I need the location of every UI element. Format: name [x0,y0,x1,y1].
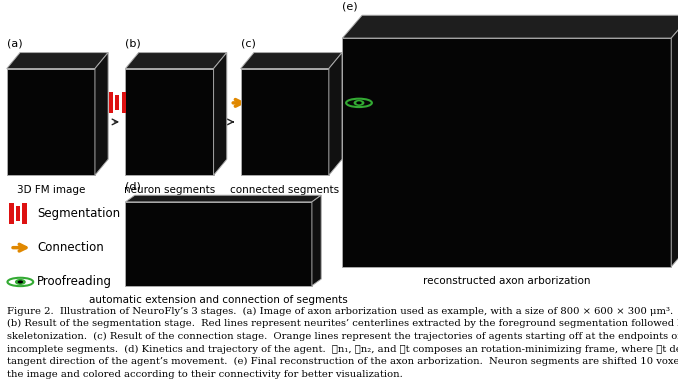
Text: connected segments: connected segments [231,185,339,195]
Text: incomplete segments.  (d) Kinetics and trajectory of the agent.  ⃗n₁, ⃗n₂, and ⃗: incomplete segments. (d) Kinetics and tr… [7,344,678,354]
Text: (e): (e) [342,2,358,11]
Text: neuron segments: neuron segments [124,185,215,195]
Text: automatic extension and connection of segments: automatic extension and connection of se… [89,295,348,305]
Text: (d): (d) [125,181,141,191]
Text: reconstructed axon arborization: reconstructed axon arborization [423,276,591,286]
Text: tangent direction of the agent’s movement.  (e) Final reconstruction of the axon: tangent direction of the agent’s movemen… [7,357,678,366]
Text: Connection: Connection [37,241,104,254]
Text: Figure 2.  Illustration of NeuroFly’s 3 stages.  (a) Image of axon arborization : Figure 2. Illustration of NeuroFly’s 3 s… [7,307,673,316]
Text: (b): (b) [125,39,141,49]
Text: (a): (a) [7,39,22,49]
Text: (b) Result of the segmentation stage.  Red lines represent neurites’ centerlines: (b) Result of the segmentation stage. Re… [7,319,678,328]
Text: 3D FM image: 3D FM image [17,185,85,195]
Text: (c): (c) [241,39,256,49]
Text: Segmentation: Segmentation [37,207,121,220]
Text: Proofreading: Proofreading [37,275,113,288]
Text: skeletonization.  (c) Result of the connection stage.  Orange lines represent th: skeletonization. (c) Result of the conne… [7,332,678,341]
Text: the image and colored according to their connectivity for better visualization.: the image and colored according to their… [7,370,403,379]
